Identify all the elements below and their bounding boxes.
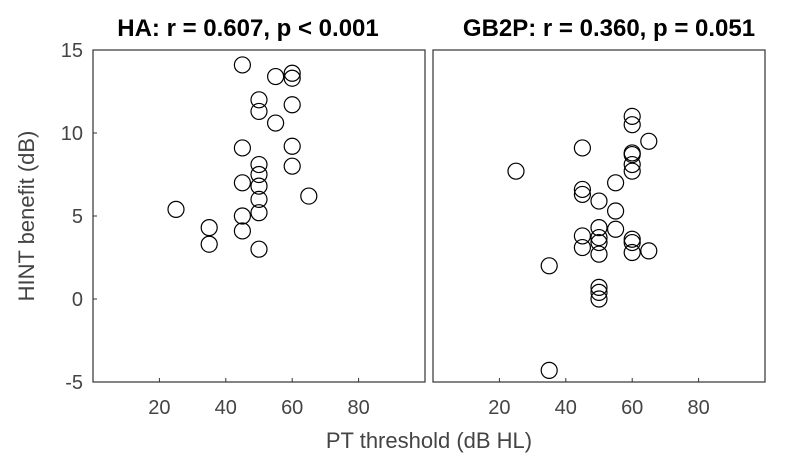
panel-ha-x-tick-label: 20 (148, 397, 170, 419)
panel-gb2p-point (540, 257, 558, 275)
panel-gb2p-point (507, 162, 525, 180)
panel-ha-x-tick-label: 60 (281, 397, 303, 419)
panel-gb2p: GB2P: r = 0.360, p = 0.051 20 40 60 80 (432, 15, 766, 419)
panel-ha-point (233, 139, 251, 157)
panel-gb2p-point (606, 202, 625, 220)
panel-ha-point (250, 165, 268, 184)
panel-gb2p-point (590, 192, 608, 210)
panel-gb2p-x-tick-label: 20 (488, 397, 510, 419)
panel-gb2p-x-tick-label: 60 (621, 397, 643, 419)
panel-ha: HA: r = 0.607, p < 0.001 -5 0 5 10 15 20 40 60… (61, 15, 426, 419)
panel-ha-x-ticks: 20 40 60 80 (148, 378, 370, 419)
panel-ha-point (233, 207, 251, 225)
panel-gb2p-point (623, 116, 641, 134)
panel-gb2p-point (606, 174, 625, 192)
panel-gb2p-axes-box (432, 49, 766, 383)
panel-ha-points (167, 56, 318, 258)
panel-gb2p-point (590, 278, 608, 296)
panel-gb2p-point (573, 180, 592, 199)
panel-gb2p-point (590, 283, 608, 301)
panel-ha-point (250, 190, 268, 208)
panel-gb2p-point (640, 132, 658, 150)
panel-gb2p-point (623, 230, 641, 248)
panel-ha-point (250, 177, 268, 195)
panel-ha-point (200, 219, 218, 237)
panel-gb2p-point (623, 243, 641, 262)
panel-ha-y-tick-label: 0 (72, 289, 83, 311)
panel-gb2p-points (507, 107, 658, 379)
panel-gb2p-x-tick-label: 80 (687, 397, 709, 419)
panel-ha-x-tick-label: 40 (215, 397, 237, 419)
panel-gb2p-title: GB2P: r = 0.360, p = 0.051 (463, 15, 755, 42)
panel-ha-y-tick-label: 5 (72, 206, 83, 228)
panel-ha-point (200, 235, 218, 253)
panel-ha-point (267, 114, 285, 132)
panel-ha-point (283, 157, 301, 175)
panel-gb2p-x-ticks: 20 40 60 80 (488, 378, 710, 419)
panel-gb2p-point (590, 233, 608, 252)
panel-ha-point (250, 91, 268, 109)
panel-gb2p-point (590, 245, 608, 263)
panel-ha-y-ticks: -5 0 5 10 15 (61, 40, 97, 394)
panel-gb2p-point (573, 238, 592, 257)
x-axis-label: PT threshold (dB HL) (326, 428, 532, 453)
panel-ha-point (250, 155, 268, 174)
panel-ha-point (233, 56, 251, 74)
panel-ha-point (250, 204, 268, 222)
panel-gb2p-point (623, 145, 641, 164)
panel-gb2p-point (590, 219, 608, 237)
panel-ha-point (283, 137, 301, 155)
panel-ha-y-tick-label: 15 (61, 40, 83, 62)
panel-ha-point (167, 200, 185, 218)
panel-gb2p-point (623, 107, 641, 126)
panel-gb2p-point (623, 162, 641, 180)
panel-ha-point (283, 64, 301, 82)
panel-gb2p-point (573, 227, 592, 245)
panel-ha-point (233, 222, 251, 240)
panel-ha-title: HA: r = 0.607, p < 0.001 (117, 15, 378, 42)
panel-ha-point (250, 240, 268, 258)
panel-gb2p-point (623, 233, 641, 252)
panel-ha-point (300, 187, 318, 205)
panel-gb2p-point (590, 290, 608, 308)
panel-ha-point (267, 67, 285, 86)
panel-gb2p-point (573, 139, 592, 157)
panel-ha-point (283, 96, 301, 114)
panel-gb2p-point (573, 185, 592, 204)
panel-gb2p-x-tick-label: 40 (555, 397, 577, 419)
y-axis-label: HINT benefit (dB) (14, 131, 39, 302)
panel-ha-x-tick-label: 80 (347, 397, 369, 419)
panel-gb2p-point (640, 242, 658, 260)
panel-ha-point (233, 174, 251, 192)
panel-ha-point (283, 69, 301, 87)
panel-ha-point (250, 102, 268, 121)
panel-ha-axes-box (92, 49, 426, 383)
panel-gb2p-point (623, 155, 641, 174)
panel-gb2p-point (606, 220, 625, 238)
panel-gb2p-point (540, 361, 558, 379)
panel-ha-y-tick-label: -5 (65, 372, 83, 394)
panel-ha-y-tick-label: 10 (61, 123, 83, 145)
